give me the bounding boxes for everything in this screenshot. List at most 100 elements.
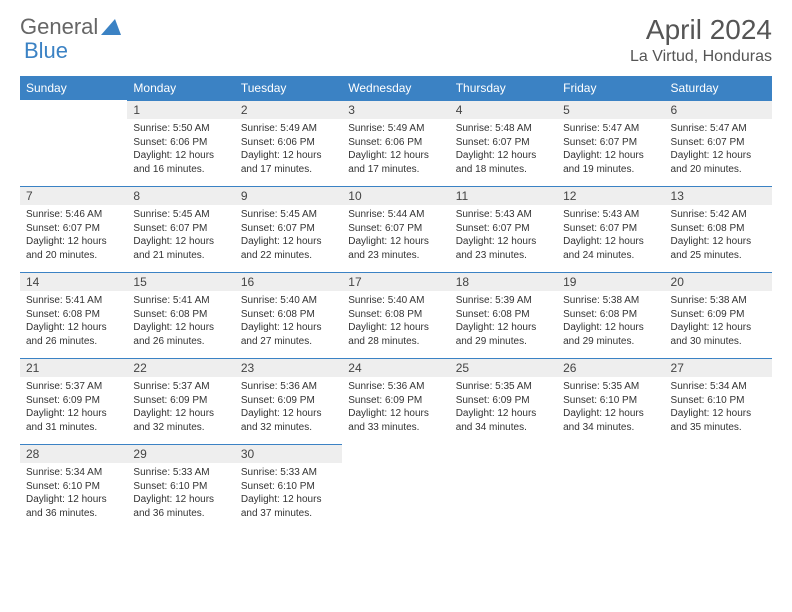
calendar-cell: 10Sunrise: 5:44 AMSunset: 6:07 PMDayligh… [342,186,449,272]
calendar-cell: 9Sunrise: 5:45 AMSunset: 6:07 PMDaylight… [235,186,342,272]
calendar-cell: 27Sunrise: 5:34 AMSunset: 6:10 PMDayligh… [665,358,772,444]
calendar-cell [557,444,664,530]
calendar-cell: 16Sunrise: 5:40 AMSunset: 6:08 PMDayligh… [235,272,342,358]
calendar-row: 28Sunrise: 5:34 AMSunset: 6:10 PMDayligh… [20,444,772,530]
day-content: Sunrise: 5:37 AMSunset: 6:09 PMDaylight:… [20,377,127,437]
logo-line2: Blue [22,38,68,64]
day-number: 29 [127,444,234,463]
day-number: 7 [20,186,127,205]
day-content: Sunrise: 5:43 AMSunset: 6:07 PMDaylight:… [557,205,664,265]
day-content: Sunrise: 5:40 AMSunset: 6:08 PMDaylight:… [342,291,449,351]
day-content: Sunrise: 5:50 AMSunset: 6:06 PMDaylight:… [127,119,234,179]
calendar-row: 21Sunrise: 5:37 AMSunset: 6:09 PMDayligh… [20,358,772,444]
calendar-cell: 15Sunrise: 5:41 AMSunset: 6:08 PMDayligh… [127,272,234,358]
weekday-header: Thursday [450,76,557,100]
calendar-cell: 25Sunrise: 5:35 AMSunset: 6:09 PMDayligh… [450,358,557,444]
calendar-cell: 22Sunrise: 5:37 AMSunset: 6:09 PMDayligh… [127,358,234,444]
day-number: 12 [557,186,664,205]
day-number: 13 [665,186,772,205]
day-content: Sunrise: 5:38 AMSunset: 6:09 PMDaylight:… [665,291,772,351]
day-content: Sunrise: 5:47 AMSunset: 6:07 PMDaylight:… [557,119,664,179]
day-content: Sunrise: 5:37 AMSunset: 6:09 PMDaylight:… [127,377,234,437]
weekday-header: Sunday [20,76,127,100]
calendar-cell: 29Sunrise: 5:33 AMSunset: 6:10 PMDayligh… [127,444,234,530]
calendar-cell: 4Sunrise: 5:48 AMSunset: 6:07 PMDaylight… [450,100,557,186]
day-content: Sunrise: 5:43 AMSunset: 6:07 PMDaylight:… [450,205,557,265]
weekday-header: Wednesday [342,76,449,100]
calendar-cell: 5Sunrise: 5:47 AMSunset: 6:07 PMDaylight… [557,100,664,186]
calendar-body: 1Sunrise: 5:50 AMSunset: 6:06 PMDaylight… [20,100,772,530]
day-number: 22 [127,358,234,377]
calendar-table: SundayMondayTuesdayWednesdayThursdayFrid… [20,76,772,530]
day-content: Sunrise: 5:49 AMSunset: 6:06 PMDaylight:… [342,119,449,179]
logo-text-2: Blue [24,38,68,63]
day-number: 16 [235,272,342,291]
day-number: 21 [20,358,127,377]
day-content: Sunrise: 5:44 AMSunset: 6:07 PMDaylight:… [342,205,449,265]
day-number: 3 [342,100,449,119]
day-number: 27 [665,358,772,377]
day-content: Sunrise: 5:38 AMSunset: 6:08 PMDaylight:… [557,291,664,351]
day-number: 20 [665,272,772,291]
day-number: 17 [342,272,449,291]
header: General April 2024 La Virtud, Honduras [20,14,772,66]
calendar-cell: 20Sunrise: 5:38 AMSunset: 6:09 PMDayligh… [665,272,772,358]
calendar-cell [342,444,449,530]
day-content: Sunrise: 5:41 AMSunset: 6:08 PMDaylight:… [127,291,234,351]
day-content: Sunrise: 5:42 AMSunset: 6:08 PMDaylight:… [665,205,772,265]
month-title: April 2024 [630,14,772,46]
day-number: 9 [235,186,342,205]
day-content: Sunrise: 5:45 AMSunset: 6:07 PMDaylight:… [235,205,342,265]
day-number: 5 [557,100,664,119]
calendar-cell: 26Sunrise: 5:35 AMSunset: 6:10 PMDayligh… [557,358,664,444]
logo-text-1: General [20,14,98,40]
day-content: Sunrise: 5:35 AMSunset: 6:10 PMDaylight:… [557,377,664,437]
day-number: 15 [127,272,234,291]
calendar-cell: 8Sunrise: 5:45 AMSunset: 6:07 PMDaylight… [127,186,234,272]
calendar-cell: 1Sunrise: 5:50 AMSunset: 6:06 PMDaylight… [127,100,234,186]
location: La Virtud, Honduras [630,48,772,66]
calendar-cell: 23Sunrise: 5:36 AMSunset: 6:09 PMDayligh… [235,358,342,444]
calendar-cell: 6Sunrise: 5:47 AMSunset: 6:07 PMDaylight… [665,100,772,186]
day-number: 24 [342,358,449,377]
calendar-cell [665,444,772,530]
day-content: Sunrise: 5:35 AMSunset: 6:09 PMDaylight:… [450,377,557,437]
day-number: 11 [450,186,557,205]
calendar-cell: 21Sunrise: 5:37 AMSunset: 6:09 PMDayligh… [20,358,127,444]
calendar-cell: 28Sunrise: 5:34 AMSunset: 6:10 PMDayligh… [20,444,127,530]
calendar-cell: 30Sunrise: 5:33 AMSunset: 6:10 PMDayligh… [235,444,342,530]
day-content: Sunrise: 5:41 AMSunset: 6:08 PMDaylight:… [20,291,127,351]
day-content: Sunrise: 5:33 AMSunset: 6:10 PMDaylight:… [127,463,234,523]
calendar-cell: 13Sunrise: 5:42 AMSunset: 6:08 PMDayligh… [665,186,772,272]
calendar-cell: 2Sunrise: 5:49 AMSunset: 6:06 PMDaylight… [235,100,342,186]
day-number: 1 [127,100,234,119]
calendar-row: 7Sunrise: 5:46 AMSunset: 6:07 PMDaylight… [20,186,772,272]
day-number: 8 [127,186,234,205]
calendar-cell: 17Sunrise: 5:40 AMSunset: 6:08 PMDayligh… [342,272,449,358]
calendar-row: 1Sunrise: 5:50 AMSunset: 6:06 PMDaylight… [20,100,772,186]
calendar-cell: 11Sunrise: 5:43 AMSunset: 6:07 PMDayligh… [450,186,557,272]
day-content: Sunrise: 5:49 AMSunset: 6:06 PMDaylight:… [235,119,342,179]
day-content: Sunrise: 5:40 AMSunset: 6:08 PMDaylight:… [235,291,342,351]
logo-triangle-icon [101,19,121,35]
weekday-header: Saturday [665,76,772,100]
calendar-cell: 18Sunrise: 5:39 AMSunset: 6:08 PMDayligh… [450,272,557,358]
calendar-cell: 12Sunrise: 5:43 AMSunset: 6:07 PMDayligh… [557,186,664,272]
calendar-cell: 3Sunrise: 5:49 AMSunset: 6:06 PMDaylight… [342,100,449,186]
day-number: 6 [665,100,772,119]
day-content: Sunrise: 5:36 AMSunset: 6:09 PMDaylight:… [235,377,342,437]
day-number: 19 [557,272,664,291]
day-content: Sunrise: 5:48 AMSunset: 6:07 PMDaylight:… [450,119,557,179]
title-block: April 2024 La Virtud, Honduras [630,14,772,66]
day-content: Sunrise: 5:45 AMSunset: 6:07 PMDaylight:… [127,205,234,265]
day-content: Sunrise: 5:36 AMSunset: 6:09 PMDaylight:… [342,377,449,437]
calendar-row: 14Sunrise: 5:41 AMSunset: 6:08 PMDayligh… [20,272,772,358]
day-number: 30 [235,444,342,463]
calendar-cell [450,444,557,530]
day-number: 28 [20,444,127,463]
calendar-cell: 7Sunrise: 5:46 AMSunset: 6:07 PMDaylight… [20,186,127,272]
day-number: 25 [450,358,557,377]
day-content: Sunrise: 5:47 AMSunset: 6:07 PMDaylight:… [665,119,772,179]
day-number: 2 [235,100,342,119]
day-number: 4 [450,100,557,119]
